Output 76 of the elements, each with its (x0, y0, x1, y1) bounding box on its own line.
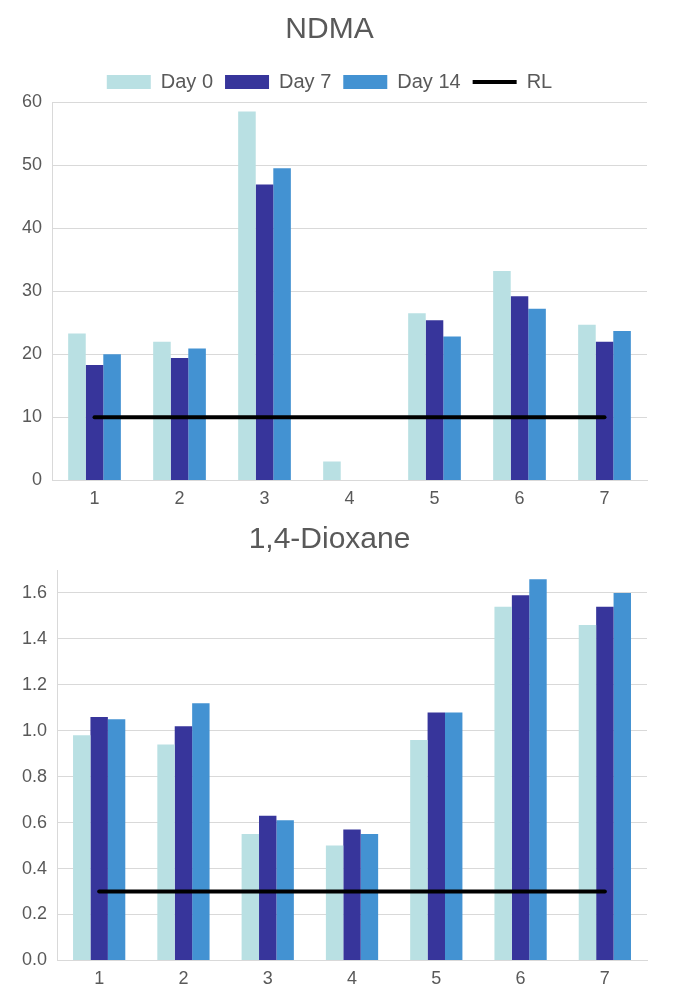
x-tick-label: 1 (89, 488, 100, 509)
bar (343, 829, 361, 960)
bar (408, 313, 426, 480)
bar (255, 184, 274, 480)
bar (241, 834, 260, 960)
x-tick-label: 7 (599, 488, 610, 509)
bar (73, 735, 91, 960)
bar (85, 364, 104, 480)
bar (276, 820, 294, 960)
bar (107, 719, 126, 960)
y-tick-label: 1.4 (21, 627, 48, 648)
x-tick-label: 7 (599, 968, 610, 989)
bar (360, 834, 379, 960)
x-tick-label: 3 (262, 968, 273, 989)
bar (510, 296, 529, 480)
y-tick-label: 30 (21, 280, 43, 301)
x-tick-label: 5 (429, 488, 440, 509)
x-tick-label: 4 (347, 968, 358, 989)
legend-label: Day 14 (397, 69, 461, 92)
bar (445, 712, 463, 960)
legend-label: RL (526, 69, 553, 92)
legend-label: Day 7 (279, 69, 332, 92)
bar (153, 341, 171, 480)
x-tick-label: 5 (431, 968, 442, 989)
y-tick-label: 0.0 (21, 949, 48, 970)
bar (323, 461, 341, 480)
bar (613, 592, 631, 960)
y-tick-label: 1.0 (21, 719, 48, 740)
y-tick-label: 1.6 (21, 581, 48, 602)
bar (170, 358, 189, 480)
x-tick-label: 3 (259, 488, 270, 509)
y-tick-label: 0.2 (21, 903, 48, 924)
bar (613, 330, 631, 480)
bar (596, 606, 614, 960)
bar (595, 341, 614, 480)
bar (68, 333, 86, 480)
bar (90, 716, 108, 960)
chart-title: 1,4-Dioxane (248, 521, 411, 555)
bar (443, 336, 461, 480)
x-tick-label: 1 (94, 968, 105, 989)
y-tick-label: 0.6 (21, 811, 48, 832)
bar (494, 606, 512, 960)
legend-label: Day 0 (160, 69, 214, 92)
x-tick-label: 6 (514, 488, 525, 509)
bar (493, 271, 511, 480)
bar (188, 348, 206, 480)
x-tick-label: 4 (344, 488, 355, 509)
bar (410, 739, 428, 960)
bar (238, 111, 256, 480)
bar (259, 815, 277, 960)
bar (427, 712, 445, 960)
bar (529, 579, 547, 960)
y-tick-label: 50 (21, 154, 43, 175)
y-tick-label: 10 (21, 406, 43, 427)
x-tick-label: 2 (174, 488, 185, 509)
bar (157, 744, 175, 960)
y-tick-label: 40 (21, 217, 43, 238)
bar (578, 324, 596, 480)
bar (273, 168, 291, 480)
bar (174, 726, 193, 960)
y-tick-label: 0.4 (21, 857, 48, 878)
bar (511, 595, 530, 960)
y-tick-label: 0.8 (21, 765, 48, 786)
bar (192, 703, 210, 960)
x-tick-label: 2 (178, 968, 189, 989)
x-tick-label: 6 (515, 968, 526, 989)
y-tick-label: 1.2 (21, 673, 48, 694)
bar (578, 625, 597, 960)
bar (425, 320, 444, 480)
y-tick-label: 20 (21, 343, 43, 364)
bar (103, 354, 121, 480)
y-tick-label: 0 (32, 469, 43, 490)
bar (325, 845, 344, 960)
bar (528, 308, 546, 480)
chart-title: NDMA (285, 11, 374, 45)
y-tick-label: 60 (21, 90, 43, 111)
